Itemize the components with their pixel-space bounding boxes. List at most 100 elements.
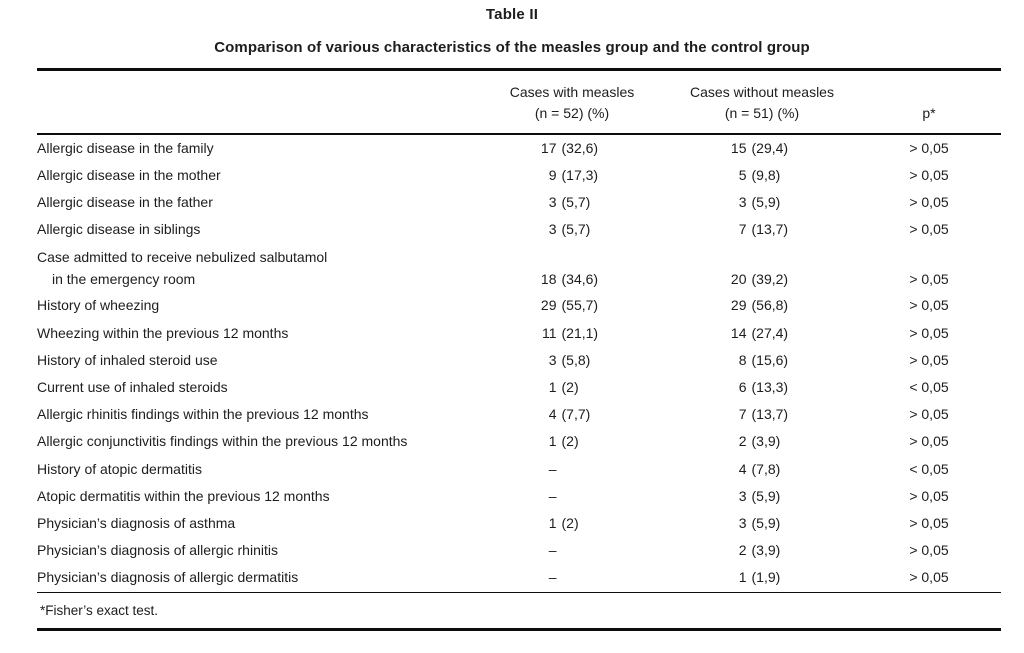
count-value: 11 (541, 324, 557, 341)
percent-value: (13,3) (751, 379, 789, 396)
cell-control-value: 29 (56,8) (667, 292, 857, 319)
percent-value: (3,9) (751, 542, 781, 559)
cell-control-value: 1 (1,9) (667, 564, 857, 591)
p-value: > 0,05 (909, 433, 949, 450)
cell-characteristic: Allergic rhinitis findings within the pr… (37, 401, 477, 428)
percent-value: (5,9) (751, 515, 781, 532)
cell-characteristic: Atopic dermatitis within the previous 12… (37, 483, 477, 510)
p-value: > 0,05 (909, 406, 949, 423)
header-line: (n = 52) (%) (534, 105, 610, 121)
header-spacer (37, 82, 477, 124)
cell-p-value: > 0,05 (857, 292, 1001, 319)
percent-value: (29,4) (751, 139, 789, 156)
count-value: 1 (738, 569, 747, 586)
row-label: Wheezing within the previous 12 months (37, 324, 289, 341)
p-value: > 0,05 (909, 139, 949, 156)
percent-value: (5,9) (751, 487, 781, 504)
table-row: Allergic disease in the family 17 (32,6) 15… (37, 135, 1001, 162)
count-value: 3 (738, 487, 747, 504)
cell-control-value: 2 (3,9) (667, 537, 857, 564)
count-value: 3 (738, 194, 747, 210)
count-value: 18 (540, 271, 557, 288)
cell-measles-value: 3 (5,8) (477, 347, 667, 374)
percent-value: (27,4) (751, 324, 789, 341)
count-value: – (548, 460, 557, 477)
cell-p-value: < 0,05 (857, 456, 1001, 483)
count-value: 15 (730, 139, 747, 156)
p-value: > 0,05 (909, 194, 949, 210)
row-label: History of wheezing (37, 297, 160, 314)
cell-control-value: 2 (3,9) (667, 428, 857, 455)
cell-p-value: > 0,05 (857, 483, 1001, 510)
header-line: (n = 51) (%) (724, 105, 800, 121)
cell-measles-value: 9 (17,3) (477, 162, 667, 189)
row-label: Allergic conjunctivitis findings within … (37, 433, 408, 450)
cell-measles-value: 1 (2) (477, 510, 667, 537)
cell-measles-value: – (477, 456, 667, 483)
count-value: 3 (738, 515, 747, 532)
table-row: History of wheezing 29 (55,7) 29 (56,8) > 0,0… (37, 292, 1001, 319)
row-label: History of inhaled steroid use (37, 351, 218, 368)
table-row: Allergic disease in siblings 3 (5,7) 7 (13,7… (37, 216, 1001, 243)
cell-characteristic: Physician’s diagnosis of allergic rhinit… (37, 537, 477, 564)
p-value: > 0,05 (909, 515, 949, 532)
row-label: Current use of inhaled steroids (37, 379, 228, 396)
cell-measles-value: 3 (5,7) (477, 216, 667, 243)
p-value: > 0,05 (909, 542, 949, 559)
cell-p-value: > 0,05 (857, 537, 1001, 564)
count-value: 6 (738, 379, 747, 396)
table-row: Allergic disease in the father 3 (5,7) 3 (5,… (37, 189, 1001, 216)
count-value: 3 (548, 221, 557, 238)
percent-value: (34,6) (561, 271, 599, 288)
percent-value: (2) (561, 433, 579, 450)
percent-value: (1,9) (751, 569, 781, 586)
cell-control-value: 7 (13,7) (667, 401, 857, 428)
cell-p-value: > 0,05 (857, 401, 1001, 428)
header-line: Cases with measles (509, 84, 635, 100)
cell-p-value: < 0,05 (857, 374, 1001, 401)
count-value: 5 (738, 166, 747, 183)
table-row: History of inhaled steroid use 3 (5,8) 8 (15… (37, 347, 1001, 374)
table-header-row: Cases with measles (n = 52) (%) Cases wi… (37, 71, 1001, 133)
table-row: Physician’s diagnosis of asthma 1 (2) 3 (5,9… (37, 510, 1001, 537)
p-value: > 0,05 (909, 271, 949, 288)
bottom-rule (37, 628, 1001, 632)
count-value: 1 (548, 379, 557, 396)
cell-control-value: 4 (7,8) (667, 456, 857, 483)
cell-measles-value: 1 (2) (477, 374, 667, 401)
cell-p-value: > 0,05 (857, 135, 1001, 162)
cell-measles-value: 4 (7,7) (477, 401, 667, 428)
top-rule (37, 68, 1001, 71)
cell-p-value: > 0,05 (857, 216, 1001, 243)
table-row: Allergic rhinitis findings within the pr… (37, 401, 1001, 428)
cell-control-value: 7 (13,7) (667, 216, 857, 243)
percent-value: (13,7) (751, 406, 789, 423)
cell-p-value: > 0,05 (857, 428, 1001, 455)
percent-value (562, 456, 614, 483)
percent-value: (2) (561, 515, 579, 532)
cell-control-value: 5 (9,8) (667, 162, 857, 189)
cell-control-value: 6 (13,3) (667, 374, 857, 401)
cell-p-value: > 0,05 (857, 162, 1001, 189)
cell-control-value: 15 (29,4) (667, 135, 857, 162)
percent-value: (3,9) (751, 433, 781, 450)
count-value: 3 (548, 194, 557, 210)
cell-measles-value: – (477, 564, 667, 591)
row-label: Allergic rhinitis findings within the pr… (37, 406, 369, 423)
percent-value: (5,8) (561, 351, 591, 368)
cell-characteristic: Case admitted to receive nebulized salbu… (37, 246, 477, 290)
percent-value (562, 483, 614, 510)
header-line: p* (922, 105, 936, 121)
count-value: 29 (730, 297, 747, 314)
row-label: Physician’s diagnosis of allergic dermat… (37, 569, 299, 586)
percent-value: (5,7) (561, 221, 591, 238)
row-label: Case admitted to receive nebulized salbu… (37, 249, 328, 266)
count-value: 20 (730, 271, 747, 288)
cell-measles-value: – (477, 537, 667, 564)
table-row: Atopic dermatitis within the previous 12… (37, 483, 1001, 510)
p-value: > 0,05 (909, 324, 949, 341)
count-value: – (548, 487, 557, 504)
col-header-measles: Cases with measles (n = 52) (%) (477, 82, 667, 124)
count-value: – (548, 569, 557, 586)
cell-control-value: 14 (27,4) (667, 320, 857, 347)
